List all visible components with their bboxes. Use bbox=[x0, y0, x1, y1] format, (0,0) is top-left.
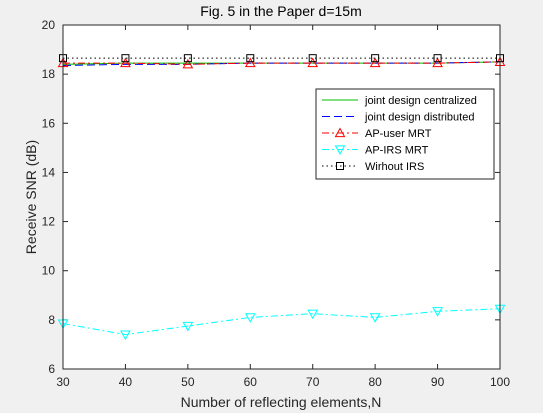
y-tick-label: 14 bbox=[42, 165, 56, 179]
legend-marker bbox=[334, 127, 346, 138]
series-line bbox=[63, 61, 501, 65]
ticks: 30 40 50 60 70 80 90 100 6 8 10 12 14 16 18 20 bbox=[42, 18, 511, 389]
y-tick-label: 16 bbox=[42, 116, 56, 130]
legend-box bbox=[315, 88, 495, 180]
data-point bbox=[433, 54, 442, 63]
data-point bbox=[182, 58, 194, 69]
legend: joint design centralized joint design dis… bbox=[315, 88, 495, 180]
legend-label: AP-user MRT bbox=[365, 128, 432, 140]
data-point bbox=[369, 57, 381, 68]
data-point bbox=[308, 54, 317, 63]
plot-area bbox=[63, 25, 500, 369]
x-axis-label: Number of reflecting elements,N bbox=[181, 394, 382, 410]
legend-label: joint design centralized bbox=[364, 95, 477, 107]
x-tick-label: 60 bbox=[244, 375, 258, 389]
y-tick-label: 8 bbox=[48, 313, 55, 327]
series-wirhout-irs bbox=[59, 54, 504, 63]
series-lines bbox=[57, 54, 506, 341]
x-tick-label: 30 bbox=[56, 375, 70, 389]
x-tick-label: 50 bbox=[181, 375, 195, 389]
legend-label: AP-IRS MRT bbox=[365, 145, 429, 157]
series-line bbox=[62, 308, 501, 336]
x-tick-label: 100 bbox=[490, 375, 510, 389]
x-tick-label: 80 bbox=[368, 375, 382, 389]
legend-marker bbox=[336, 162, 344, 170]
y-tick-label: 12 bbox=[42, 215, 56, 229]
x-tick-label: 90 bbox=[431, 375, 445, 389]
chart-title: Fig. 5 in the Paper d=15m bbox=[200, 3, 362, 19]
y-axis-label: Receive SNR (dB) bbox=[23, 140, 39, 254]
data-point bbox=[182, 321, 194, 332]
x-tick-label: 70 bbox=[306, 375, 320, 389]
data-point bbox=[183, 54, 192, 63]
legend-label: Wirhout IRS bbox=[365, 161, 424, 173]
data-point bbox=[369, 313, 381, 323]
data-point bbox=[120, 330, 131, 341]
data-point bbox=[371, 54, 380, 63]
data-point bbox=[244, 313, 256, 323]
legend-marker bbox=[334, 145, 346, 156]
series-ap-user-mrt bbox=[57, 56, 506, 69]
data-point bbox=[246, 54, 255, 63]
data-point bbox=[432, 57, 443, 68]
x-tick-label: 40 bbox=[119, 375, 133, 389]
data-point bbox=[432, 307, 443, 317]
data-point bbox=[121, 54, 130, 63]
series-ap-irs-mrt bbox=[57, 304, 506, 341]
data-point bbox=[307, 57, 319, 68]
y-tick-label: 20 bbox=[42, 18, 56, 32]
data-point bbox=[244, 57, 256, 68]
plot-frame bbox=[62, 24, 501, 370]
legend-label: joint design distributed bbox=[364, 112, 474, 124]
y-tick-label: 6 bbox=[48, 362, 55, 376]
y-tick-label: 10 bbox=[42, 264, 56, 278]
data-point bbox=[307, 309, 319, 320]
data-point bbox=[120, 57, 131, 68]
y-tick-label: 18 bbox=[42, 67, 56, 81]
